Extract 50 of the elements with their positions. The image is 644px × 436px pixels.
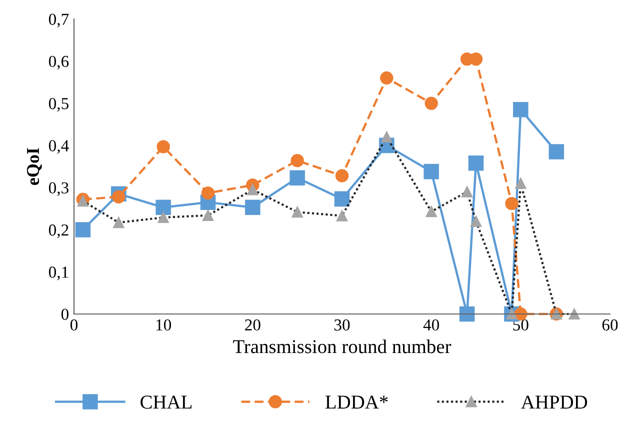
y-tick-label: 0 <box>61 308 69 320</box>
point <box>468 155 484 171</box>
y-tick-label: 0,3 <box>48 182 68 196</box>
point <box>548 144 564 160</box>
y-tick-label: 0,2 <box>48 224 68 238</box>
x-tick-label: 10 <box>156 319 172 331</box>
x-tick-label: 20 <box>245 319 260 331</box>
point <box>245 200 260 216</box>
point <box>75 222 91 238</box>
point <box>290 170 305 186</box>
point <box>336 210 348 222</box>
y-tick-label: 0,5 <box>48 98 68 112</box>
y-tick-label: 0,7 <box>48 14 69 28</box>
point <box>424 96 438 110</box>
point <box>505 196 518 210</box>
point <box>334 191 350 207</box>
point <box>202 210 214 221</box>
x-tick-label: 60 <box>602 319 618 331</box>
legend-label: CHAL <box>140 396 192 409</box>
x-axis-title: Transmission round number <box>233 340 452 354</box>
legend-label: AHPDD <box>521 396 588 409</box>
point <box>158 212 169 224</box>
y-tick-label: 0,1 <box>48 266 68 280</box>
point <box>77 196 88 207</box>
point <box>513 102 528 118</box>
point <box>112 190 126 204</box>
point <box>290 154 304 168</box>
y-tick-label: 0,6 <box>48 56 69 70</box>
point <box>156 140 170 154</box>
point <box>426 206 437 218</box>
point <box>380 71 394 85</box>
point <box>459 306 475 322</box>
point <box>515 178 526 189</box>
point <box>247 184 258 196</box>
point <box>113 216 124 228</box>
point <box>381 131 392 143</box>
point <box>292 206 303 218</box>
x-tick-label: 0 <box>70 319 78 331</box>
point <box>424 164 439 180</box>
x-tick-label: 30 <box>334 319 350 331</box>
y-tick-label: 0,4 <box>48 140 69 154</box>
point <box>156 200 171 216</box>
point <box>462 186 473 198</box>
point <box>470 216 482 227</box>
y-axis-title: eQoI <box>26 148 42 185</box>
point <box>335 169 349 182</box>
point <box>568 308 580 320</box>
x-tick-label: 40 <box>423 319 440 331</box>
point <box>201 186 215 200</box>
legend-label: LDDA* <box>325 396 388 409</box>
